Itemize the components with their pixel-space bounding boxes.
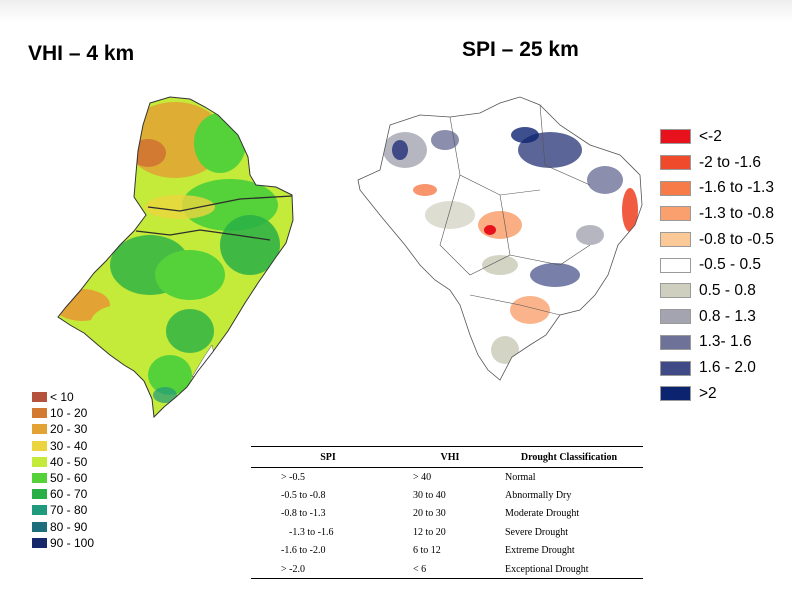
table-header-row: SPI VHI Drought Classification [251, 446, 643, 468]
spi-legend: <-2 -2 to -1.6 -1.6 to -1.3 -1.3 to -0.8… [660, 124, 774, 407]
legend-label: 0.5 - 0.8 [699, 281, 756, 299]
vhi-map-title: VHI – 4 km [28, 42, 135, 65]
legend-label: 50 - 60 [50, 471, 88, 486]
vhi-cell: 20 to 30 [413, 508, 446, 520]
legend-label: 1.6 - 2.0 [699, 359, 756, 377]
spi-legend-item: <-2 [660, 124, 774, 150]
legend-swatch [660, 155, 691, 171]
legend-swatch [660, 257, 691, 273]
classification-cell: Moderate Drought [505, 508, 580, 520]
spi-legend-item: -1.6 to -1.3 [660, 175, 774, 201]
vhi-legend-item: < 10 [32, 389, 94, 405]
vhi-legend-item: 60 - 70 [32, 486, 94, 502]
column-header-spi: SPI [251, 446, 405, 468]
vhi-cell: 12 to 20 [413, 526, 446, 538]
vhi-legend-item: 90 - 100 [32, 535, 94, 551]
drought-classification-table: SPI VHI Drought Classification > -0.5 > … [251, 446, 643, 580]
spi-map-title: SPI – 25 km [462, 38, 579, 61]
legend-swatch [32, 473, 47, 484]
classification-cell: Severe Drought [505, 526, 569, 538]
legend-label: 10 - 20 [50, 406, 88, 421]
legend-label: 60 - 70 [50, 487, 88, 502]
legend-label: 20 - 30 [50, 422, 88, 437]
table-row: -1.6 to -2.0 6 to 12 Extreme Drought [251, 542, 643, 560]
table-row: > -2.0 < 6 Exceptional Drought [251, 559, 643, 580]
legend-swatch [660, 334, 691, 350]
legend-swatch [32, 456, 47, 467]
legend-label: 70 - 80 [50, 503, 88, 518]
vhi-legend-item: 40 - 50 [32, 454, 94, 470]
legend-swatch [32, 505, 47, 516]
vhi-legend-item: 70 - 80 [32, 502, 94, 518]
vhi-cell: 30 to 40 [413, 490, 446, 502]
vhi-legend: < 10 10 - 20 20 - 30 30 - 40 40 - 50 50 … [32, 389, 94, 551]
legend-label: 1.3- 1.6 [699, 333, 752, 351]
legend-label: 90 - 100 [50, 535, 95, 550]
legend-label: 30 - 40 [50, 438, 88, 453]
column-header-classification: Drought Classification [495, 446, 643, 468]
spi-cell: -0.8 to -1.3 [281, 508, 326, 520]
legend-swatch [32, 424, 47, 435]
legend-label: -0.8 to -0.5 [699, 230, 774, 248]
spi-cell: > -2.0 [251, 559, 405, 580]
legend-swatch [660, 232, 691, 248]
legend-label: 40 - 50 [50, 454, 88, 469]
legend-label: -1.6 to -1.3 [699, 179, 774, 197]
legend-label: 80 - 90 [50, 519, 88, 534]
table-row: -0.8 to -1.3 20 to 30 Moderate Drought [251, 505, 643, 523]
table-row: > -0.5 > 40 Normal [251, 468, 643, 487]
spi-legend-item: 1.6 - 2.0 [660, 355, 774, 381]
vhi-cell: 6 to 12 [413, 545, 441, 557]
legend-swatch [660, 283, 691, 299]
legend-label: -2 to -1.6 [699, 153, 762, 171]
classification-cell: Extreme Drought [505, 545, 575, 557]
spi-legend-item: 0.8 - 1.3 [660, 304, 774, 330]
spi-legend-item: >2 [660, 381, 774, 407]
vhi-legend-item: 50 - 60 [32, 470, 94, 486]
spi-legend-item: -1.3 to -0.8 [660, 201, 774, 227]
spi-legend-item: 0.5 - 0.8 [660, 278, 774, 304]
column-header-vhi: VHI [405, 446, 495, 468]
legend-swatch [32, 440, 47, 451]
vhi-legend-item: 10 - 20 [32, 405, 94, 421]
legend-label: -0.5 - 0.5 [699, 256, 762, 274]
vhi-cell: < 6 [405, 559, 495, 580]
spi-legend-item: -0.5 - 0.5 [660, 252, 774, 278]
classification-cell: Exceptional Drought [495, 559, 643, 580]
table-row: -0.5 to -0.8 30 to 40 Abnormally Dry [251, 486, 643, 504]
vhi-legend-item: 30 - 40 [32, 438, 94, 454]
spi-legend-item: -2 to -1.6 [660, 150, 774, 176]
spi-cell: > -0.5 [281, 471, 305, 483]
legend-swatch [32, 408, 47, 419]
spi-cell: -0.5 to -0.8 [281, 490, 326, 502]
legend-swatch [32, 489, 47, 500]
vhi-cell: > 40 [413, 471, 432, 483]
legend-label: >2 [699, 384, 717, 402]
spi-cell: -1.6 to -2.0 [281, 545, 326, 557]
classification-cell: Normal [505, 471, 536, 483]
legend-label: -1.3 to -0.8 [699, 204, 774, 222]
table-row: -1.3 to -1.6 12 to 20 Severe Drought [251, 523, 643, 541]
spi-legend-item: -0.8 to -0.5 [660, 227, 774, 253]
spi-legend-item: 1.3- 1.6 [660, 330, 774, 356]
vhi-legend-item: 80 - 90 [32, 519, 94, 535]
vhi-map [57, 96, 294, 419]
legend-swatch [660, 386, 691, 402]
legend-label: 0.8 - 1.3 [699, 307, 756, 325]
spi-cell: -1.3 to -1.6 [289, 526, 334, 538]
legend-label: < 10 [50, 390, 74, 405]
vhi-legend-item: 20 - 30 [32, 421, 94, 437]
spi-map [357, 96, 643, 381]
legend-swatch [660, 180, 691, 196]
legend-swatch [32, 392, 47, 403]
legend-swatch [32, 521, 47, 532]
legend-label: <-2 [699, 127, 722, 145]
legend-swatch [660, 129, 691, 145]
legend-swatch [660, 360, 691, 376]
legend-swatch [660, 206, 691, 222]
legend-swatch [660, 309, 691, 325]
legend-swatch [32, 537, 47, 548]
classification-cell: Abnormally Dry [505, 490, 572, 502]
